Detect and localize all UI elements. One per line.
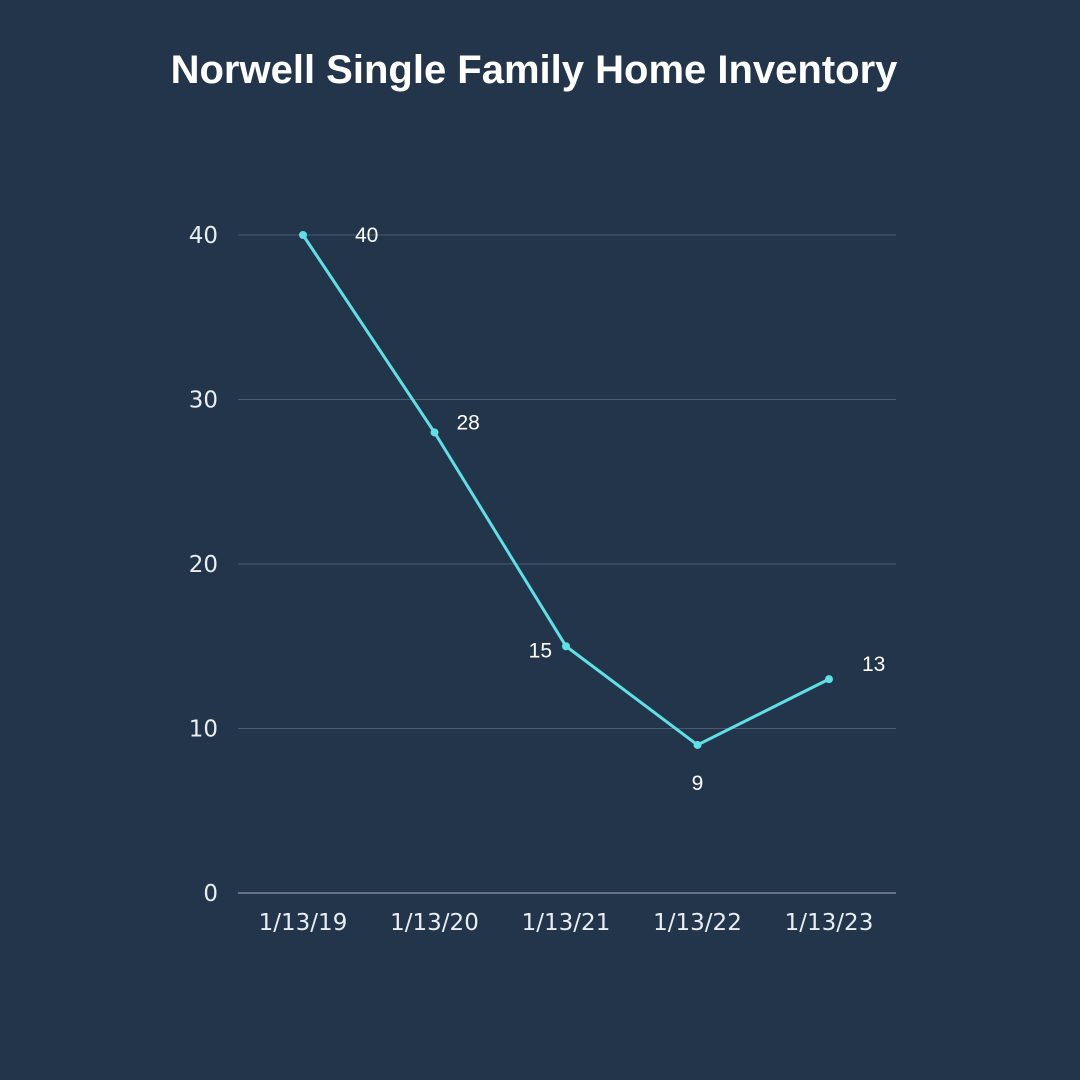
y-tick-label: 20 xyxy=(189,552,218,578)
gridlines xyxy=(238,234,896,894)
data-points xyxy=(299,231,833,749)
y-axis-ticks: 0 10 20 30 40 xyxy=(189,223,218,907)
series-line-layer xyxy=(301,233,831,747)
data-label: 15 xyxy=(529,639,552,662)
data-point xyxy=(562,642,570,651)
data-point xyxy=(693,740,702,749)
y-tick-label: 40 xyxy=(189,223,218,249)
data-label: 13 xyxy=(862,653,885,676)
x-tick-label: 1/13/20 xyxy=(390,910,479,936)
y-tick-label: 10 xyxy=(189,717,218,743)
x-tick-label: 1/13/21 xyxy=(522,910,611,936)
data-label: 40 xyxy=(355,224,378,247)
x-tick-label: 1/13/22 xyxy=(653,910,742,936)
data-point xyxy=(825,675,833,684)
data-point xyxy=(430,428,439,437)
data-point xyxy=(299,231,307,239)
series-line xyxy=(301,233,831,747)
data-label: 9 xyxy=(692,772,704,795)
chart-title: Norwell Single Family Home Inventory xyxy=(170,48,898,92)
x-tick-label: 1/13/19 xyxy=(259,910,348,936)
x-axis-ticks: 1/13/19 1/13/20 1/13/21 1/13/22 1/13/23 xyxy=(259,910,874,936)
x-tick-label: 1/13/23 xyxy=(785,910,874,936)
data-labels: 40 28 15 9 13 xyxy=(355,224,885,795)
y-tick-label: 30 xyxy=(189,388,218,414)
y-tick-label: 0 xyxy=(203,881,218,907)
data-label: 28 xyxy=(457,411,480,434)
